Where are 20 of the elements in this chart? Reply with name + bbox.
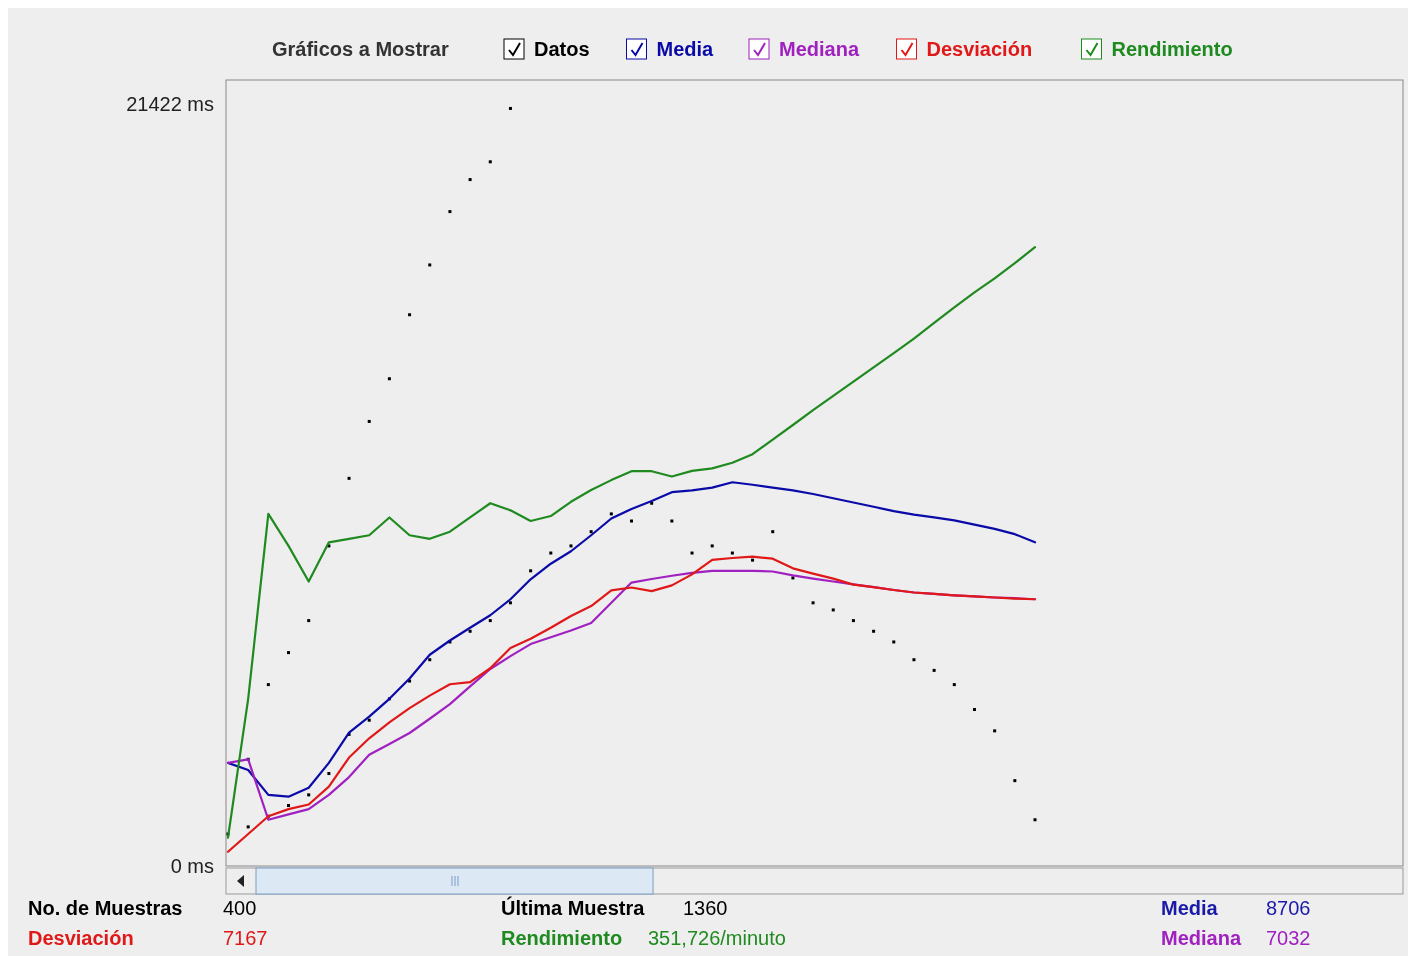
text: 351,726/minuto	[648, 927, 786, 949]
legend-title: Gráficos a Mostrar	[272, 38, 449, 60]
text: No. de Muestras	[28, 897, 183, 919]
legend-label: Media	[656, 38, 715, 60]
text: 7167	[223, 927, 268, 949]
legend-label: Rendimiento	[1111, 38, 1233, 60]
legend-label: Datos	[534, 38, 590, 60]
text: 1360	[683, 897, 728, 919]
text: Media	[1161, 897, 1219, 919]
legend-label: Desviación	[926, 38, 1033, 60]
text: Desviación	[28, 927, 134, 949]
text: 7032	[1266, 927, 1311, 949]
text: 400	[223, 897, 257, 919]
text: Última Muestra	[501, 896, 646, 919]
legend-label: Mediana	[779, 38, 860, 60]
text: 8706	[1266, 897, 1311, 919]
text: Mediana	[1161, 927, 1242, 949]
y-tick-label: 21422 ms	[126, 93, 214, 116]
y-tick-label: 0 ms	[170, 855, 214, 877]
text: Rendimiento	[501, 927, 623, 949]
